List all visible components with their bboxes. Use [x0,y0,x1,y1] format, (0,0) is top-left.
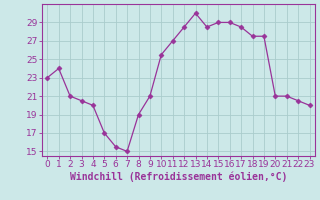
X-axis label: Windchill (Refroidissement éolien,°C): Windchill (Refroidissement éolien,°C) [70,172,287,182]
